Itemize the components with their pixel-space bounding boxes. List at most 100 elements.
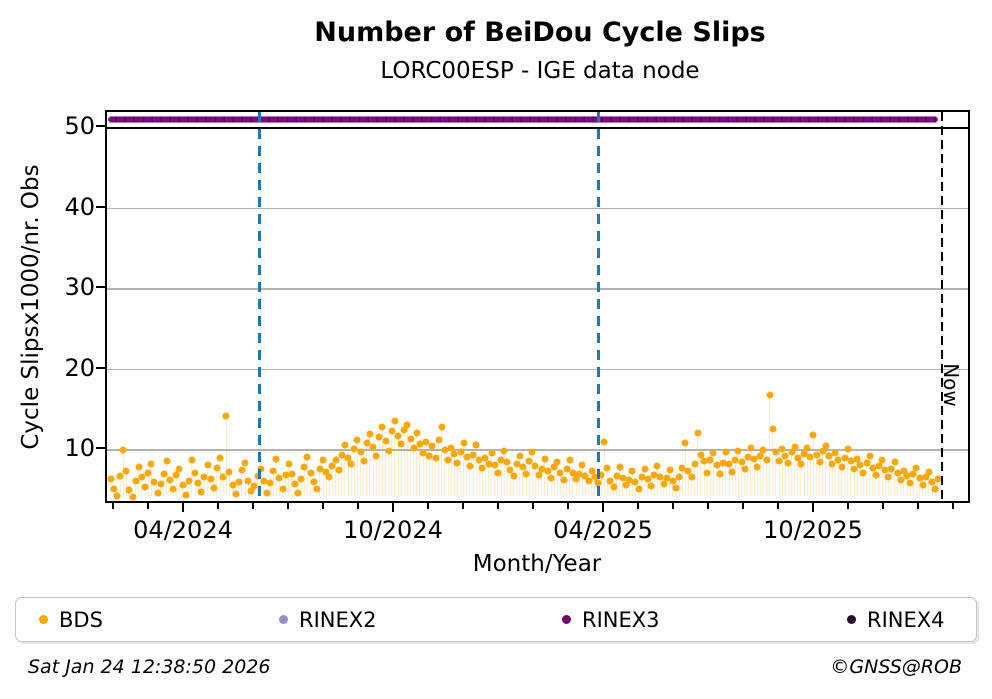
bds-data-point [478,464,486,472]
bds-stem [915,469,917,496]
x-minor-tick-mark [742,503,744,509]
bds-stem [335,461,337,496]
bds-stem [544,460,546,496]
legend-label-rinex3: RINEX3 [582,607,660,632]
bds-data-point [419,449,427,457]
bds-data-point [866,452,874,460]
bds-data-point [300,463,308,471]
bds-stem [466,459,468,496]
now-marker-label: Now [939,363,963,407]
bds-stem [734,462,736,496]
bds-data-point [341,441,349,449]
bds-stem [694,466,696,496]
bds-stem [731,473,733,496]
bds-data-point [528,448,536,456]
bds-data-point [850,465,858,472]
bds-stem [784,458,786,496]
bds-stem [613,489,615,496]
bds-data-point [731,456,739,464]
bds-stem [475,447,477,496]
bds-stem [413,450,415,496]
bds-data-point [313,485,321,493]
bds-data-point [185,477,193,485]
bds-data-point [244,477,252,485]
bds-data-point [816,458,824,466]
bds-data-point [188,456,196,464]
bds-data-point [191,469,199,477]
bds-stem [691,479,693,496]
bds-stem [435,460,437,496]
bds-data-point [916,474,924,482]
bds-stem [534,468,536,496]
bds-data-point [706,456,714,464]
bds-data-point [828,460,836,468]
bds-data-point [357,448,365,456]
bds-data-point [684,467,692,475]
bds-data-point [150,478,158,486]
bds-data-point [778,445,786,453]
bds-data-point [282,471,290,479]
bds-stem [363,463,365,496]
bds-stem [425,443,427,496]
bds-data-point [853,455,861,463]
bds-stem [325,473,327,496]
bds-stem [666,480,668,496]
bds-stem [812,436,814,496]
bds-data-point [497,456,505,464]
bds-stem [844,460,846,496]
bds-data-point [763,456,771,464]
bds-data-point [141,483,149,491]
bds-stem [216,469,218,496]
bds-data-point [822,442,830,450]
bds-stem [806,449,808,496]
bds-stem [591,472,593,496]
bds-data-point [513,460,521,468]
bds-data-point [650,471,658,479]
bds-data-point [588,467,596,475]
bds-data-point [328,462,336,470]
bds-data-point [759,446,767,454]
bds-stem [572,474,574,496]
bds-data-point [581,472,589,480]
bds-stem [406,427,408,496]
bds-data-point [288,470,296,478]
bds-data-point [722,448,730,456]
bds-data-point [522,470,530,478]
bds-stem [859,467,861,496]
bds-data-point [691,460,699,468]
bds-stem [372,448,374,496]
bds-stem [341,456,343,496]
bds-data-point [734,447,742,455]
bds-data-point [575,470,583,478]
bds-data-point [169,485,177,493]
chart-subtitle: LORC00ESP - IGE data node [380,58,700,84]
bds-stem [722,464,724,496]
event-reference-line [597,112,601,501]
y-tick-label-50: 50 [64,112,95,140]
bds-data-point [338,451,346,459]
bds-data-point [553,458,561,466]
bds-stem [369,435,371,496]
bds-data-point [563,465,571,473]
bds-stem [862,474,864,496]
bds-data-point [556,469,564,477]
bds-stem [478,462,480,496]
bds-data-point [385,447,393,455]
bds-data-point [166,476,174,484]
bds-data-point [469,451,477,459]
x-minor-tick-mark [287,503,289,509]
bds-data-point [887,465,895,472]
bds-stem [175,476,177,496]
bds-data-point [847,457,855,465]
x-minor-tick-mark [462,503,464,509]
bds-data-point [107,475,115,483]
bds-data-point [635,485,643,493]
x-minor-tick-mark [497,503,499,509]
bds-data-point [457,448,464,456]
bds-data-point [182,491,190,499]
bds-stem [772,431,774,496]
bds-data-point [269,467,277,475]
bds-data-point [541,455,549,463]
bds-data-point [891,458,899,466]
bds-stem [378,439,380,496]
